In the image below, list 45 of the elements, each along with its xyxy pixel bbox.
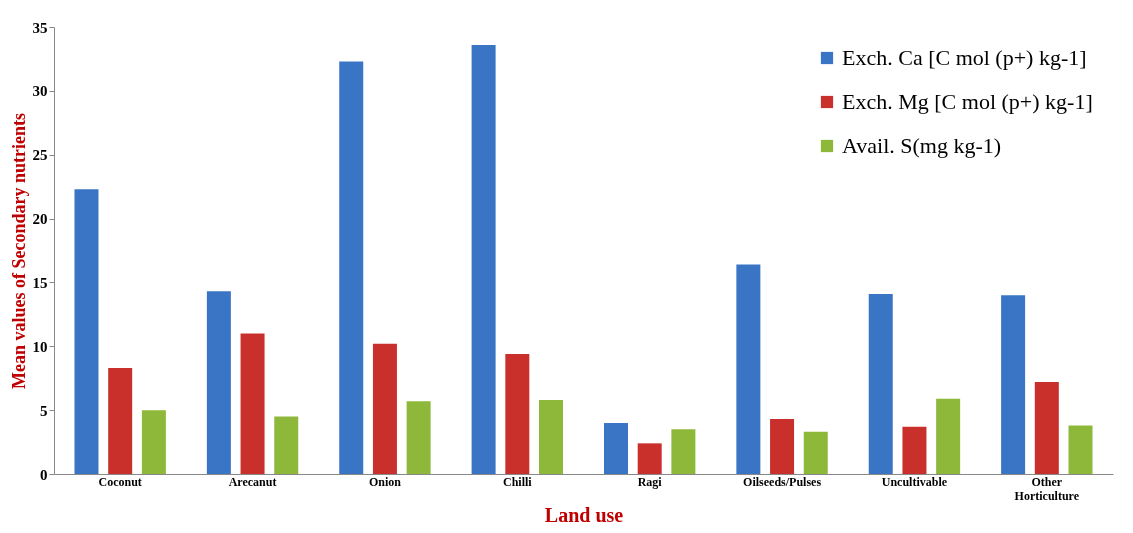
bar	[1034, 382, 1059, 474]
bar	[637, 443, 662, 474]
bar	[868, 293, 893, 474]
y-tick-label: 0	[40, 466, 48, 483]
bar	[406, 401, 431, 474]
x-tick-label: Uncultivable	[881, 474, 948, 489]
bar	[505, 353, 530, 474]
bar	[339, 61, 364, 474]
bar	[141, 410, 166, 474]
x-tick-label: Ragi	[637, 474, 663, 489]
bar	[671, 429, 696, 474]
bar	[108, 368, 133, 474]
bar	[74, 189, 99, 474]
y-tick-label: 20	[32, 211, 48, 228]
y-tick-label: 35	[32, 19, 48, 36]
bar	[603, 422, 628, 474]
bar	[803, 431, 828, 474]
y-tick-label: 25	[32, 147, 48, 164]
bar	[1001, 295, 1026, 474]
bar	[240, 333, 265, 474]
x-tick-label: Oilseeds/Pulses	[743, 474, 822, 489]
bar	[274, 416, 299, 474]
legend-label: Avail. S(mg kg-1)	[842, 133, 1002, 158]
y-axis-title: Mean values of Secondary nutrients	[8, 113, 29, 389]
y-tick-label: 10	[32, 338, 48, 355]
y-tick-label: 30	[32, 83, 48, 100]
bar	[1068, 425, 1093, 474]
legend-label: Exch. Mg [C mol (p+) kg-1]	[842, 89, 1093, 114]
bar	[471, 44, 496, 474]
bar	[539, 399, 564, 474]
bar	[770, 419, 795, 474]
x-tick-label: Other Horticulture	[1014, 474, 1080, 503]
bar	[902, 426, 927, 474]
bar	[372, 343, 397, 474]
y-tick-label: 5	[40, 402, 48, 419]
bar	[736, 264, 761, 474]
x-axis-title: Land use	[544, 503, 624, 526]
x-tick-label: Coconut	[98, 474, 142, 489]
bar	[936, 398, 961, 474]
x-tick-label: Onion	[368, 474, 402, 489]
y-tick-label: 15	[32, 274, 48, 291]
x-tick-label: Arecanut	[228, 474, 277, 489]
bar	[206, 291, 231, 474]
x-tick-label: Chilli	[502, 474, 533, 489]
legend-label: Exch. Ca [C mol (p+) kg-1]	[842, 45, 1087, 70]
